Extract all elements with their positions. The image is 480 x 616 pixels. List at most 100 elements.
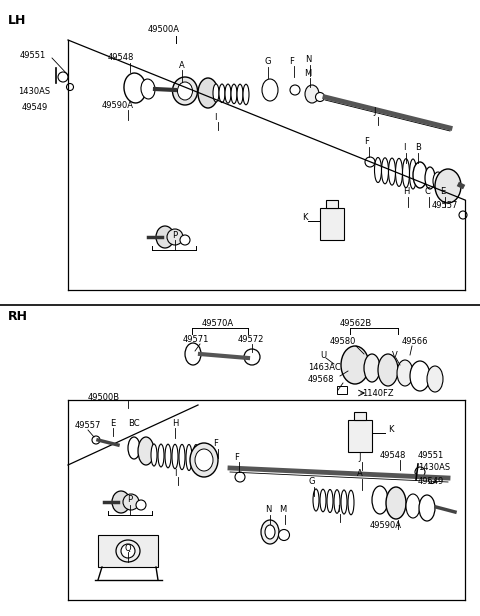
Circle shape	[235, 472, 245, 482]
Text: G: G	[265, 57, 271, 67]
Circle shape	[244, 349, 260, 365]
Text: 49557: 49557	[432, 200, 458, 209]
Text: K: K	[388, 426, 394, 434]
Text: P: P	[127, 495, 132, 505]
Text: U: U	[320, 351, 326, 360]
Ellipse shape	[396, 158, 403, 187]
Ellipse shape	[265, 525, 275, 539]
Text: H: H	[403, 187, 409, 197]
Ellipse shape	[213, 84, 219, 102]
Ellipse shape	[427, 366, 443, 392]
Text: LH: LH	[8, 14, 26, 26]
Text: 1140FZ: 1140FZ	[362, 389, 394, 397]
Text: B: B	[415, 144, 421, 153]
Ellipse shape	[178, 82, 192, 100]
Ellipse shape	[186, 445, 192, 471]
Bar	[320, 208, 344, 240]
Bar	[326, 200, 338, 208]
Circle shape	[167, 229, 183, 245]
Ellipse shape	[382, 158, 388, 184]
Text: 49590A: 49590A	[370, 521, 402, 530]
Text: 49571: 49571	[183, 334, 209, 344]
Ellipse shape	[334, 490, 340, 513]
Text: F: F	[235, 453, 240, 461]
Ellipse shape	[198, 78, 218, 108]
Ellipse shape	[158, 444, 164, 467]
Ellipse shape	[409, 159, 417, 189]
Text: K: K	[302, 214, 308, 222]
Ellipse shape	[397, 360, 413, 386]
Text: M: M	[304, 68, 312, 78]
Ellipse shape	[378, 354, 398, 386]
Ellipse shape	[327, 490, 333, 513]
Text: G: G	[309, 477, 315, 487]
Circle shape	[136, 500, 146, 510]
Text: 49500B: 49500B	[88, 392, 120, 402]
Circle shape	[67, 84, 73, 91]
Circle shape	[92, 436, 100, 444]
Ellipse shape	[156, 226, 174, 248]
Ellipse shape	[388, 158, 396, 185]
Text: 1430AS: 1430AS	[418, 463, 450, 472]
Text: N: N	[305, 55, 311, 65]
Ellipse shape	[124, 73, 146, 103]
Text: A: A	[357, 469, 363, 479]
Text: BC: BC	[128, 418, 140, 428]
Text: 49572: 49572	[238, 334, 264, 344]
Ellipse shape	[305, 85, 319, 103]
Text: 49568: 49568	[308, 376, 335, 384]
Ellipse shape	[179, 444, 185, 469]
Ellipse shape	[419, 495, 435, 521]
Ellipse shape	[261, 520, 279, 544]
Ellipse shape	[341, 490, 347, 514]
Ellipse shape	[403, 159, 409, 188]
Text: RH: RH	[8, 309, 28, 323]
Ellipse shape	[320, 489, 326, 512]
Text: 49562B: 49562B	[340, 318, 372, 328]
Ellipse shape	[193, 445, 199, 471]
Text: P: P	[172, 230, 178, 240]
Ellipse shape	[185, 343, 201, 365]
Text: 49590A: 49590A	[102, 100, 134, 110]
Ellipse shape	[313, 489, 319, 511]
Circle shape	[123, 494, 139, 510]
Circle shape	[365, 157, 375, 167]
Text: I: I	[214, 113, 216, 123]
Text: 49500A: 49500A	[148, 25, 180, 34]
Text: 1430AS: 1430AS	[18, 87, 50, 97]
Ellipse shape	[195, 449, 213, 471]
Ellipse shape	[138, 437, 154, 465]
Circle shape	[459, 211, 467, 219]
Ellipse shape	[151, 444, 157, 466]
Text: 49549: 49549	[418, 477, 444, 485]
Bar	[348, 420, 372, 452]
Ellipse shape	[364, 354, 380, 382]
Text: 49557: 49557	[75, 421, 101, 429]
Ellipse shape	[219, 84, 225, 102]
Ellipse shape	[116, 540, 140, 562]
Text: Q: Q	[125, 543, 132, 553]
Bar	[337, 386, 347, 394]
Ellipse shape	[165, 444, 171, 468]
Text: J: J	[359, 453, 361, 461]
Circle shape	[415, 467, 425, 477]
Ellipse shape	[121, 544, 135, 558]
Text: I: I	[403, 144, 405, 153]
Text: 49549: 49549	[22, 102, 48, 111]
Text: E: E	[110, 418, 116, 428]
Ellipse shape	[413, 162, 427, 188]
Circle shape	[290, 85, 300, 95]
Text: 49548: 49548	[380, 450, 407, 460]
Text: 49551: 49551	[20, 51, 46, 60]
Circle shape	[315, 92, 324, 102]
Ellipse shape	[172, 77, 197, 105]
Circle shape	[58, 72, 68, 82]
Ellipse shape	[435, 169, 461, 203]
Text: 49566: 49566	[402, 336, 429, 346]
Ellipse shape	[425, 167, 435, 189]
Ellipse shape	[141, 79, 155, 99]
Ellipse shape	[372, 486, 388, 514]
Text: N: N	[265, 506, 271, 514]
Text: C: C	[424, 187, 430, 197]
Ellipse shape	[243, 84, 249, 105]
